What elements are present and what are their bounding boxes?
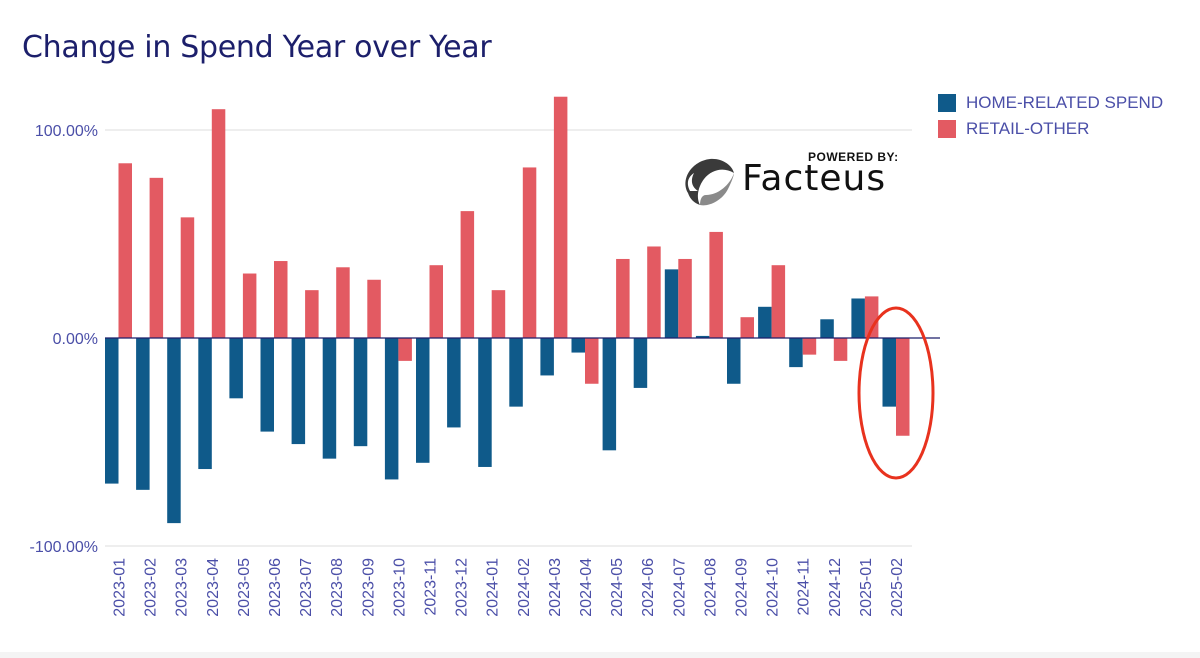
legend-item-retail[interactable]: RETAIL-OTHER [938, 116, 1163, 142]
x-tick-label: 2024-11 [796, 558, 813, 616]
bar-retail-other[interactable] [833, 338, 848, 361]
y-tick-label: 100.00% [35, 123, 98, 140]
bar-home-related[interactable] [820, 319, 834, 338]
bar-home-related[interactable] [882, 338, 897, 407]
bar-home-related[interactable] [633, 338, 648, 388]
bar-home-related[interactable] [695, 335, 710, 338]
legend-label-home: HOME-RELATED SPEND [966, 93, 1164, 112]
x-tick-label: 2023-09 [360, 558, 377, 617]
bar-home-related[interactable] [353, 338, 368, 447]
bar-retail-other[interactable] [398, 338, 412, 361]
bar-retail-other[interactable] [647, 246, 661, 338]
bar-retail-other[interactable] [896, 338, 910, 436]
bar-retail-other[interactable] [864, 296, 879, 338]
legend-item-home[interactable]: HOME-RELATED SPEND [938, 90, 1163, 116]
bar-home-related[interactable] [136, 338, 150, 490]
x-tick-label: 2023-10 [391, 558, 408, 617]
legend-swatch-home [938, 94, 956, 112]
bar-home-related[interactable] [167, 338, 181, 524]
x-tick-label: 2024-03 [547, 558, 564, 617]
bar-retail-other[interactable] [180, 217, 195, 338]
x-tick-label: 2024-01 [485, 558, 502, 617]
bar-retail-other[interactable] [211, 109, 226, 338]
bar-home-related[interactable] [198, 338, 212, 470]
x-tick-label: 2023-08 [329, 558, 346, 617]
bar-home-related[interactable] [851, 298, 865, 338]
x-tick-label: 2025-02 [889, 558, 906, 617]
x-tick-label: 2023-03 [174, 558, 191, 617]
y-tick-label: -100.00% [30, 539, 99, 556]
bar-retail-other[interactable] [118, 163, 133, 338]
bar-home-related[interactable] [478, 338, 492, 467]
bar-retail-other[interactable] [367, 279, 381, 338]
x-tick-label: 2024-02 [516, 558, 533, 617]
powered-by-label: POWERED BY: [808, 150, 899, 164]
bar-retail-other[interactable] [491, 290, 506, 338]
bar-retail-other[interactable] [709, 231, 723, 338]
bar-retail-other[interactable] [336, 267, 350, 338]
bar-home-related[interactable] [260, 338, 275, 432]
bar-retail-other[interactable] [305, 290, 319, 338]
y-tick-label: 0.00% [53, 331, 98, 348]
x-tick-label: 2023-11 [423, 558, 440, 616]
facteus-logo-icon [685, 158, 734, 206]
bar-home-related[interactable] [105, 338, 119, 484]
bar-retail-other[interactable] [678, 258, 692, 338]
x-tick-label: 2023-01 [112, 558, 129, 617]
chart-title: Change in Spend Year over Year [22, 30, 492, 65]
bar-retail-other[interactable] [616, 258, 630, 338]
x-tick-label: 2024-10 [765, 558, 782, 617]
bar-retail-other[interactable] [802, 338, 817, 355]
bar-retail-other[interactable] [460, 211, 475, 338]
bar-retail-other[interactable] [771, 265, 786, 338]
legend-swatch-retail [938, 120, 956, 138]
bar-home-related[interactable] [291, 338, 306, 445]
bar-home-related[interactable] [664, 269, 679, 338]
bar-home-related[interactable] [229, 338, 243, 399]
bar-home-related[interactable] [540, 338, 554, 376]
x-tick-label: 2023-06 [267, 558, 284, 617]
x-tick-label: 2024-04 [578, 558, 595, 617]
bar-retail-other[interactable] [522, 167, 537, 338]
bar-home-related[interactable] [509, 338, 523, 407]
bar-retail-other[interactable] [429, 265, 444, 338]
x-tick-label: 2024-12 [827, 558, 844, 617]
x-tick-label: 2023-04 [205, 558, 222, 617]
x-tick-label: 2023-12 [454, 558, 471, 617]
x-tick-label: 2025-01 [858, 558, 875, 617]
bar-home-related[interactable] [727, 338, 741, 384]
brand-name: Facteus [742, 158, 887, 199]
bar-retail-other[interactable] [740, 317, 755, 338]
bar-retail-other[interactable] [553, 96, 568, 338]
x-tick-label: 2024-08 [702, 558, 719, 617]
bar-home-related[interactable] [571, 338, 586, 353]
bar-retail-other[interactable] [242, 273, 257, 338]
bar-retail-other[interactable] [585, 338, 599, 384]
x-tick-label: 2023-07 [298, 558, 315, 617]
x-tick-label: 2023-05 [236, 558, 253, 617]
x-tick-label: 2024-05 [609, 558, 626, 617]
legend: HOME-RELATED SPEND RETAIL-OTHER [938, 90, 1163, 142]
bar-home-related[interactable] [416, 338, 430, 463]
bar-home-related[interactable] [384, 338, 399, 480]
bar-home-related[interactable] [322, 338, 337, 459]
bar-home-related[interactable] [447, 338, 461, 428]
x-tick-label: 2023-02 [143, 558, 160, 617]
bar-home-related[interactable] [758, 306, 772, 338]
legend-label-retail: RETAIL-OTHER [966, 119, 1090, 138]
bar-retail-other[interactable] [274, 261, 288, 338]
highlight-ellipse [857, 306, 935, 480]
x-tick-label: 2024-06 [640, 558, 657, 617]
bar-home-related[interactable] [602, 338, 617, 451]
bar-home-related[interactable] [789, 338, 803, 368]
x-tick-label: 2024-07 [671, 558, 688, 617]
bar-retail-other[interactable] [149, 177, 164, 338]
x-tick-label: 2024-09 [734, 558, 751, 617]
